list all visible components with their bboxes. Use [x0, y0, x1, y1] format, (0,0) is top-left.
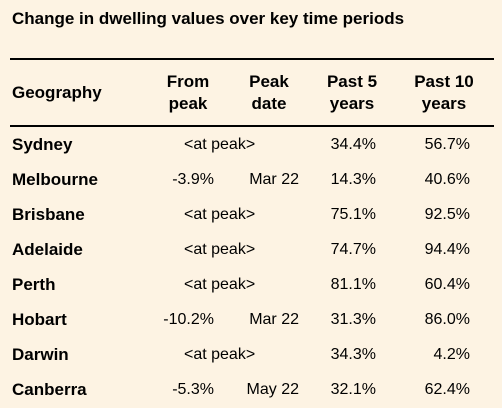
table-title: Change in dwelling values over key time …	[12, 9, 405, 28]
table-row: Canberra -5.3% May 22 32.1% 62.4%	[0, 373, 502, 408]
past-10-years-cell: 60.4%	[424, 276, 470, 293]
past-5-years-cell: 81.1%	[330, 276, 376, 293]
geography-cell: Brisbane	[12, 205, 85, 224]
column-header-from-peak-line1: From	[166, 72, 210, 91]
table-row: Sydney <at peak> 34.4% 56.7%	[0, 128, 502, 163]
geography-cell: Darwin	[12, 345, 69, 364]
column-header-past-5-line1: Past 5	[326, 72, 378, 91]
geography-cell: Hobart	[12, 310, 67, 329]
column-header-peak-date-line1: Peak	[249, 72, 289, 91]
column-header-from-peak-line2: peak	[168, 94, 208, 113]
table-row: Perth <at peak> 81.1% 60.4%	[0, 268, 502, 303]
past-5-years-cell: 32.1%	[330, 381, 376, 398]
at-peak-cell: <at peak>	[184, 346, 256, 363]
column-header-peak-date: Peak date	[240, 71, 298, 115]
column-header-from-peak: From peak	[162, 71, 214, 115]
past-10-years-cell: 56.7%	[424, 136, 470, 153]
from-peak-cell: -5.3%	[172, 381, 214, 398]
table-row: Adelaide <at peak> 74.7% 94.4%	[0, 233, 502, 268]
column-header-geography: Geography	[12, 83, 102, 102]
column-header-past-5-line2: years	[329, 94, 375, 113]
column-header-peak-date-line2: date	[251, 94, 287, 113]
table-row: Brisbane <at peak> 75.1% 92.5%	[0, 198, 502, 233]
column-header-past-5-years: Past 5 years	[316, 71, 388, 115]
geography-cell: Sydney	[12, 135, 73, 154]
header-bottom-rule	[10, 125, 494, 127]
column-header-past-10-line2: years	[421, 94, 467, 113]
geography-cell: Canberra	[12, 380, 87, 399]
past-10-years-cell: 92.5%	[424, 206, 470, 223]
geography-cell: Adelaide	[12, 240, 83, 259]
geography-cell: Perth	[12, 275, 56, 294]
past-10-years-cell: 94.4%	[424, 241, 470, 258]
past-5-years-cell: 74.7%	[330, 241, 376, 258]
from-peak-cell: -10.2%	[163, 311, 214, 328]
geography-cell: Melbourne	[12, 170, 98, 189]
past-5-years-cell: 34.3%	[330, 346, 376, 363]
table-row: Melbourne -3.9% Mar 22 14.3% 40.6%	[0, 163, 502, 198]
column-header-past-10-years: Past 10 years	[403, 71, 485, 115]
past-10-years-cell: 4.2%	[433, 346, 470, 363]
at-peak-cell: <at peak>	[184, 206, 256, 223]
header-top-rule	[10, 58, 494, 60]
table-row: Hobart -10.2% Mar 22 31.3% 86.0%	[0, 303, 502, 338]
column-header-past-10-line1: Past 10	[414, 72, 474, 91]
table-row: Darwin <at peak> 34.3% 4.2%	[0, 338, 502, 373]
past-5-years-cell: 34.4%	[330, 136, 376, 153]
at-peak-cell: <at peak>	[184, 276, 256, 293]
at-peak-cell: <at peak>	[184, 241, 256, 258]
past-5-years-cell: 75.1%	[330, 206, 376, 223]
peak-date-cell: Mar 22	[249, 311, 299, 328]
from-peak-cell: -3.9%	[172, 171, 214, 188]
past-10-years-cell: 40.6%	[424, 171, 470, 188]
past-10-years-cell: 62.4%	[424, 381, 470, 398]
past-5-years-cell: 31.3%	[330, 311, 376, 328]
past-10-years-cell: 86.0%	[424, 311, 470, 328]
at-peak-cell: <at peak>	[184, 136, 256, 153]
peak-date-cell: May 22	[246, 381, 299, 398]
past-5-years-cell: 14.3%	[330, 171, 376, 188]
peak-date-cell: Mar 22	[249, 171, 299, 188]
